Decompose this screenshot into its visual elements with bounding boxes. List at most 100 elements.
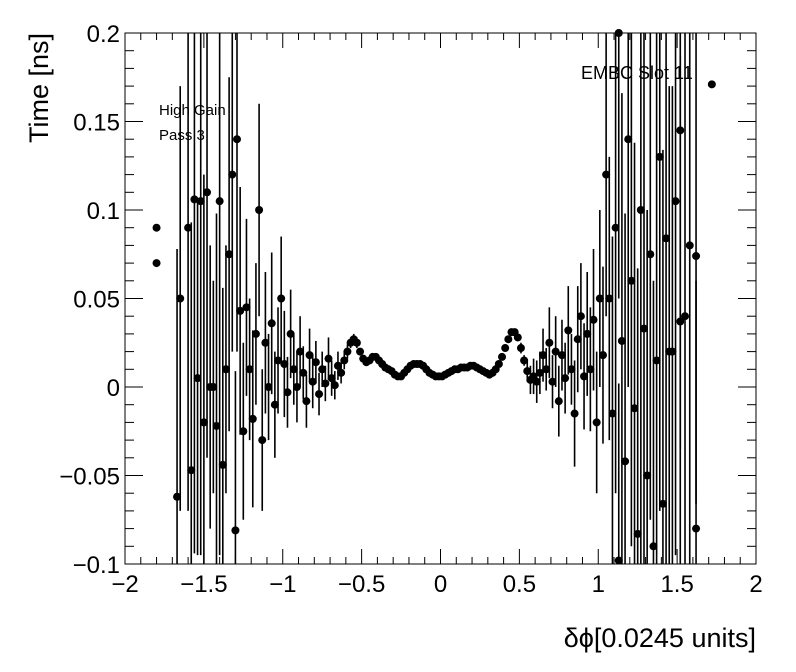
data-point xyxy=(523,367,532,376)
data-point xyxy=(692,252,701,261)
data-point xyxy=(605,294,614,303)
data-point xyxy=(649,542,658,551)
data-point xyxy=(225,250,234,259)
data-point xyxy=(617,336,626,345)
data-point xyxy=(655,152,664,161)
data-point xyxy=(305,351,314,360)
slot-annotation: EMBC Slot 11 xyxy=(581,63,693,83)
data-point xyxy=(245,365,254,374)
x-tick-label: −1.5 xyxy=(180,571,227,598)
gain-annotation: High Gain xyxy=(159,102,226,119)
data-point xyxy=(296,347,305,356)
x-tick-label: 1 xyxy=(592,571,605,598)
data-point xyxy=(681,312,690,321)
data-point xyxy=(576,312,585,321)
data-point xyxy=(551,347,560,356)
data-point xyxy=(289,365,298,374)
data-point xyxy=(598,351,607,360)
data-point xyxy=(212,421,221,430)
data-point xyxy=(643,471,652,480)
data-point xyxy=(215,197,224,206)
x-tick-label: −2 xyxy=(111,571,138,598)
data-point xyxy=(337,368,346,377)
data-point xyxy=(561,374,570,383)
data-point xyxy=(567,365,576,374)
data-point xyxy=(277,294,286,303)
data-point xyxy=(233,135,242,144)
data-point xyxy=(520,356,529,365)
data-point xyxy=(614,29,623,37)
data-point xyxy=(280,359,289,368)
data-point xyxy=(152,259,161,268)
data-point xyxy=(504,335,513,344)
data-point xyxy=(270,400,279,409)
data-point xyxy=(586,365,595,374)
y-tick-label: 0.15 xyxy=(73,110,120,137)
data-point xyxy=(261,338,270,347)
data-point xyxy=(608,409,617,418)
data-point xyxy=(218,460,227,469)
data-point xyxy=(173,492,182,501)
data-point xyxy=(671,197,680,206)
data-point xyxy=(627,276,636,285)
data-point xyxy=(636,206,645,214)
data-point xyxy=(573,335,582,344)
data-point xyxy=(646,250,655,259)
data-point xyxy=(239,427,248,436)
data-point xyxy=(614,556,623,565)
data-point xyxy=(692,524,701,533)
data-point xyxy=(630,404,639,413)
data-point xyxy=(352,338,361,347)
data-point xyxy=(228,170,237,179)
data-point xyxy=(242,303,251,312)
data-point xyxy=(513,333,522,342)
data-points-group xyxy=(152,29,716,565)
data-point xyxy=(203,188,212,197)
data-point xyxy=(592,418,601,427)
data-point xyxy=(333,361,342,370)
data-point xyxy=(274,356,283,365)
y-tick-label: 0.1 xyxy=(87,198,120,225)
data-point xyxy=(221,365,230,374)
x-tick-label: 2 xyxy=(749,571,762,598)
data-point xyxy=(258,436,267,445)
y-tick-label: 0.05 xyxy=(73,287,120,314)
data-point xyxy=(196,197,205,206)
data-point xyxy=(231,526,240,535)
data-point xyxy=(557,351,566,360)
data-point xyxy=(209,383,218,391)
data-point xyxy=(707,80,716,89)
pass-annotation: Pass 3 xyxy=(159,127,205,144)
data-point xyxy=(621,457,630,466)
data-point xyxy=(668,347,677,356)
x-tick-label: 0.5 xyxy=(503,571,536,598)
data-point xyxy=(251,329,260,338)
x-tick-label: −1 xyxy=(269,571,296,598)
data-point xyxy=(602,170,611,179)
data-point xyxy=(299,368,308,377)
data-point xyxy=(532,377,541,386)
data-point xyxy=(633,529,642,538)
data-point xyxy=(662,234,671,243)
data-point xyxy=(548,377,557,386)
data-point xyxy=(321,379,330,388)
data-point xyxy=(236,306,245,315)
data-point xyxy=(267,319,276,328)
data-point xyxy=(264,383,273,391)
data-point xyxy=(564,326,573,335)
data-point xyxy=(176,294,185,303)
y-tick-label: −0.05 xyxy=(59,464,120,491)
data-point xyxy=(676,317,685,326)
y-axis-title: Time [ns] xyxy=(24,33,54,143)
data-point xyxy=(652,356,661,365)
data-point xyxy=(639,324,648,333)
data-point xyxy=(658,499,667,508)
data-point xyxy=(516,344,525,353)
data-point xyxy=(624,135,633,144)
y-tick-label: 0 xyxy=(107,375,120,402)
data-point xyxy=(315,390,324,399)
data-point xyxy=(343,347,352,356)
data-point xyxy=(248,414,257,423)
data-point xyxy=(580,372,589,381)
